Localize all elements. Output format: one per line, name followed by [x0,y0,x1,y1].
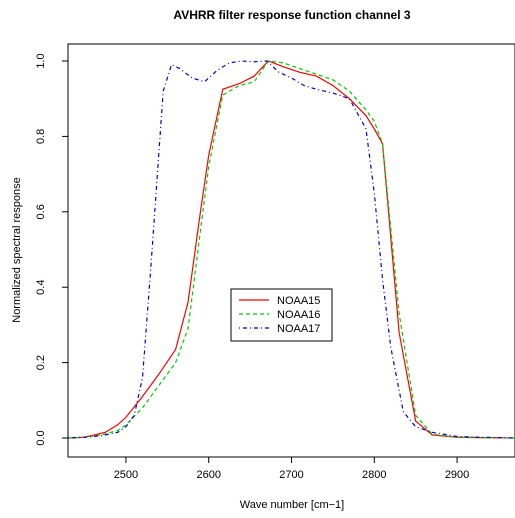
y-tick-label: 1.0 [35,53,47,68]
x-axis: 2500 2600 2700 2800 2900 [114,457,469,481]
legend-box [230,288,333,342]
series-group [68,60,515,439]
y-axis: 0.0 0.2 0.4 0.6 0.8 1.0 [35,53,68,446]
y-tick-label: 0.2 [35,355,47,370]
chart-title: AVHRR filter response function channel 3 [173,8,410,22]
x-tick-label: 2500 [114,469,138,481]
legend-label-noaa16: NOAA16 [277,309,320,321]
legend-label-noaa17: NOAA17 [277,323,320,335]
y-tick-label: 0.6 [35,204,47,219]
plot-frame [67,43,515,458]
series-line-noaa17 [68,60,515,439]
x-tick-label: 2700 [279,469,303,481]
series-line-noaa15 [68,60,515,439]
series-line-noaa16 [68,60,515,439]
y-axis-label: Normalized spectral response [11,177,23,323]
y-tick-label: 0.0 [35,430,47,445]
x-tick-label: 2600 [196,469,220,481]
x-tick-label: 2800 [362,469,386,481]
legend: NOAA15 NOAA16 NOAA17 [230,288,333,342]
x-axis-label: Wave number [cm−1] [240,499,344,511]
y-tick-label: 0.4 [35,280,47,295]
legend-label-noaa15: NOAA15 [277,295,320,307]
x-tick-label: 2900 [445,469,469,481]
y-tick-label: 0.8 [35,129,47,144]
